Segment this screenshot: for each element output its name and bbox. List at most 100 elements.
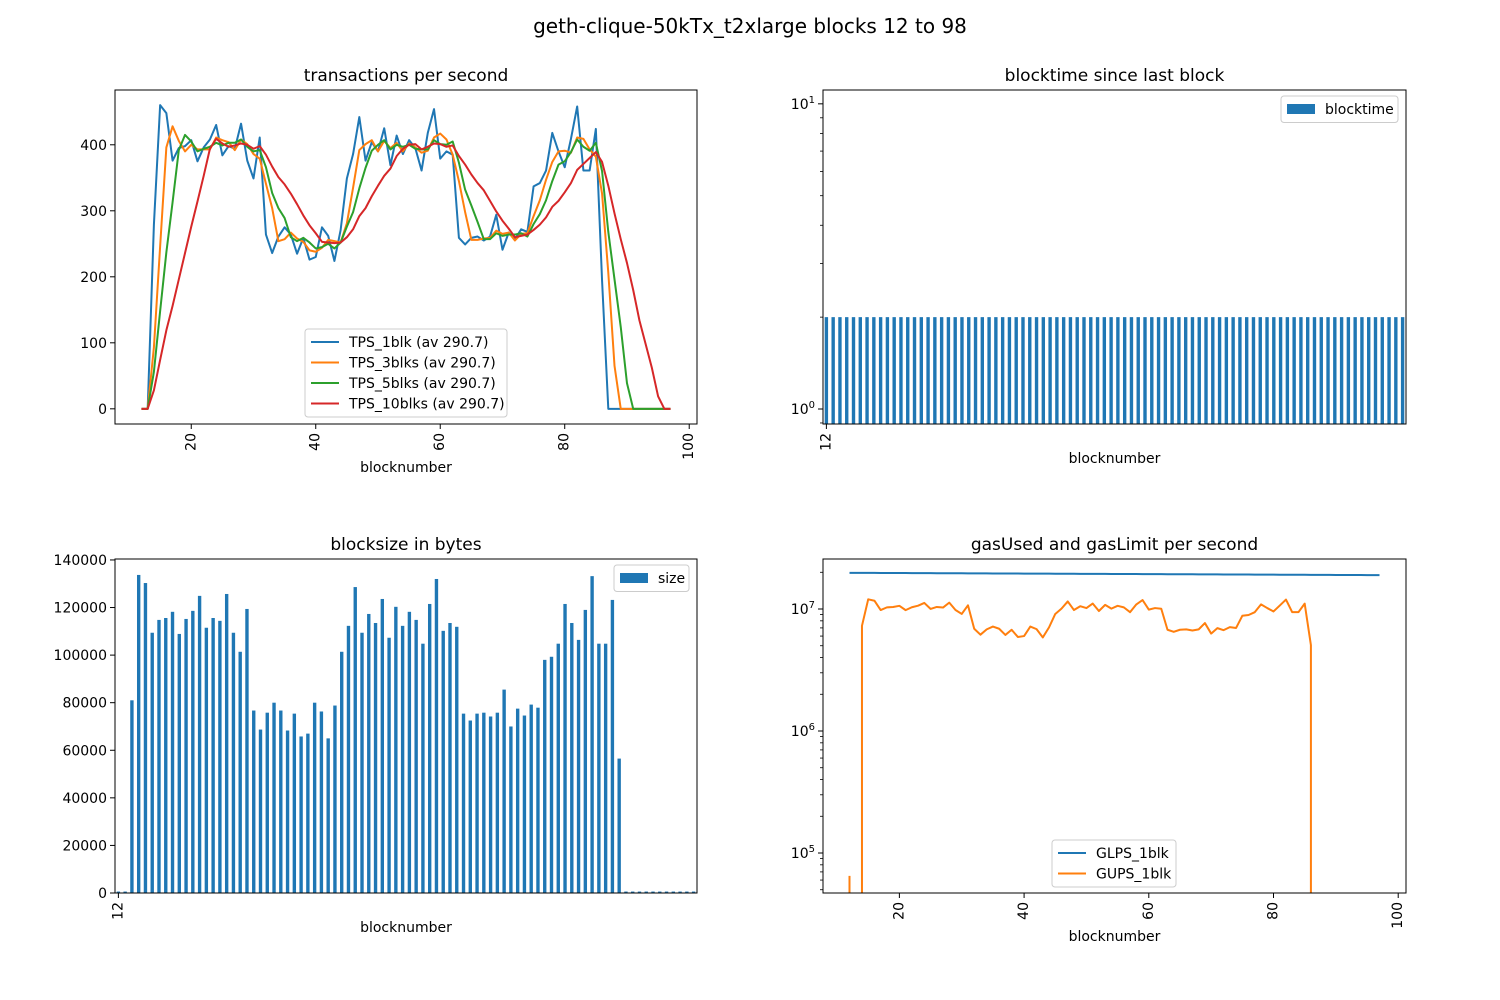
y-tick-label: 106 — [791, 722, 815, 740]
x-tick-label: 40 — [1016, 902, 1032, 920]
legend-label: GLPS_1blk — [1096, 846, 1170, 862]
bar-blocktime-85 — [1319, 317, 1323, 424]
plot-area — [141, 104, 671, 410]
bar-blocktime-36 — [987, 317, 991, 424]
chart-title: blocksize in bytes — [330, 535, 481, 555]
bar-blocktime-53 — [1102, 317, 1107, 424]
y-tick-label: 60000 — [62, 743, 107, 759]
series-line-glps-1blk — [849, 571, 1380, 577]
bar-blocktime-68 — [1204, 317, 1208, 424]
bar-blocktime-40 — [1014, 317, 1018, 424]
bar-blocktime-34 — [973, 317, 978, 424]
y-tick-label: 300 — [80, 204, 107, 220]
bar-size-46 — [346, 625, 351, 893]
bar-blocktime-26 — [919, 317, 923, 424]
bar-size-15 — [136, 574, 141, 893]
bar-blocktime-61 — [1156, 317, 1161, 424]
bar-blocktime-43 — [1034, 317, 1039, 424]
x-tick-label: 20 — [891, 902, 907, 920]
bar-size-33 — [258, 729, 263, 893]
bar-size-19 — [164, 617, 168, 893]
bar-size-94 — [671, 891, 676, 893]
bar-blocktime-76 — [1258, 317, 1262, 424]
bar-size-72 — [522, 715, 527, 893]
bar-blocktime-95 — [1387, 317, 1391, 424]
plot-area — [116, 574, 696, 893]
x-axis-label: blocknumber — [1069, 929, 1161, 945]
y-tick-label: 20000 — [62, 838, 107, 854]
bar-blocktime-19 — [872, 317, 876, 424]
bar-blocktime-73 — [1238, 317, 1242, 424]
bar-blocktime-91 — [1360, 317, 1364, 424]
bar-size-90 — [644, 891, 648, 893]
x-tick-label: 20 — [183, 433, 199, 451]
bar-blocktime-49 — [1075, 317, 1079, 424]
bar-blocktime-58 — [1136, 317, 1140, 424]
bar-blocktime-74 — [1244, 317, 1249, 424]
bar-blocktime-71 — [1224, 317, 1229, 424]
bar-blocktime-29 — [939, 317, 944, 424]
bar-blocktime-39 — [1007, 317, 1012, 424]
x-tick-label: 60 — [1141, 902, 1157, 920]
bar-size-82 — [590, 576, 594, 893]
legend-label: TPS_5blks (av 290.7) — [348, 376, 496, 392]
bar-size-42 — [319, 711, 324, 893]
bar-blocktime-24 — [906, 317, 910, 424]
bar-blocktime-59 — [1143, 317, 1147, 424]
bar-size-52 — [387, 637, 391, 893]
bar-blocktime-13 — [831, 317, 835, 424]
bar-blocktime-12 — [824, 317, 829, 424]
bar-blocktime-84 — [1312, 317, 1317, 424]
bar-size-43 — [326, 738, 330, 893]
bar-blocktime-70 — [1217, 317, 1222, 424]
bar-blocktime-52 — [1095, 317, 1100, 424]
bar-size-32 — [252, 710, 256, 893]
bar-blocktime-48 — [1068, 317, 1073, 424]
bar-blocktime-20 — [878, 317, 883, 424]
bar-size-80 — [576, 639, 581, 893]
bar-size-16 — [143, 583, 148, 893]
bar-size-41 — [312, 702, 317, 893]
bar-size-71 — [515, 708, 520, 893]
bar-size-55 — [407, 611, 412, 893]
bar-size-40 — [306, 733, 310, 893]
bar-size-83 — [597, 643, 601, 893]
axes-frame — [822, 558, 1407, 894]
bar-blocktime-55 — [1116, 317, 1120, 424]
bar-size-28 — [224, 593, 229, 893]
bar-size-22 — [184, 618, 188, 893]
bar-size-92 — [658, 891, 662, 893]
bar-blocktime-69 — [1211, 317, 1215, 424]
x-axis-label: blocknumber — [360, 920, 452, 936]
chart-blocksize-in-bytes: 120 20000 40000 60000 80000 100000 120000 14000… — [54, 535, 698, 936]
bar-blocktime-51 — [1089, 317, 1093, 424]
y-tick-label: 200 — [80, 270, 107, 286]
series-line-tps-10blks-av-290-7 — [141, 137, 671, 410]
bar-size-61 — [448, 622, 452, 893]
bar-size-65 — [475, 713, 479, 893]
bar-blocktime-18 — [865, 317, 869, 424]
bar-blocktime-33 — [967, 317, 971, 424]
bar-blocktime-25 — [912, 317, 917, 424]
bar-size-64 — [468, 720, 472, 893]
y-tick-label: 100000 — [54, 648, 107, 664]
bar-blocktime-63 — [1170, 317, 1174, 424]
bar-blocktime-35 — [980, 317, 985, 424]
bar-size-93 — [664, 891, 669, 893]
x-tick-label: 100 — [1390, 902, 1406, 929]
bar-size-89 — [637, 891, 642, 893]
bar-size-20 — [170, 611, 175, 893]
bar-size-54 — [400, 625, 405, 893]
bar-blocktime-27 — [926, 317, 930, 424]
bar-blocktime-57 — [1129, 317, 1134, 424]
bar-blocktime-56 — [1122, 317, 1127, 424]
bar-blocktime-37 — [994, 317, 998, 424]
bar-size-39 — [299, 736, 303, 893]
bar-size-78 — [563, 603, 567, 893]
bar-blocktime-64 — [1177, 317, 1181, 424]
bar-size-70 — [509, 726, 513, 893]
bar-size-47 — [353, 587, 357, 893]
bar-size-73 — [529, 704, 533, 893]
legend-label: TPS_1blk (av 290.7) — [348, 335, 488, 351]
